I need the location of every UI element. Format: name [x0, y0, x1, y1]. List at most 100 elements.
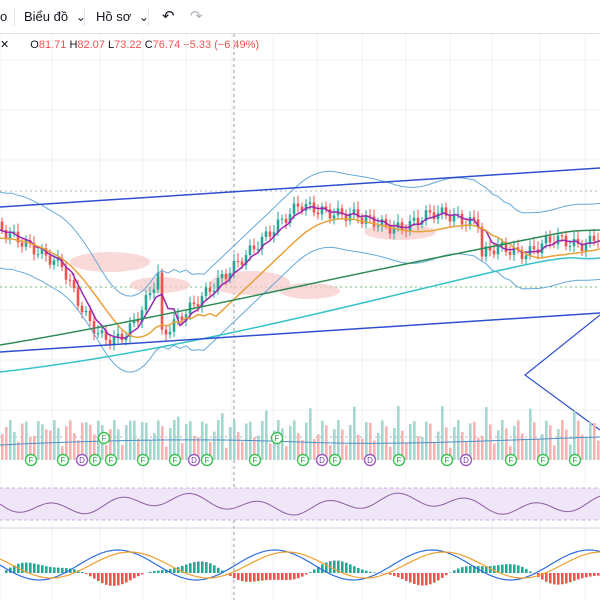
macd-histogram-bar	[421, 573, 424, 586]
macd-histogram-bar	[249, 573, 252, 582]
macd-histogram-bar	[101, 573, 104, 584]
volume-bar	[57, 428, 60, 460]
volume-bar	[473, 421, 476, 460]
macd-histogram-bar	[497, 565, 500, 573]
macd-histogram-bar	[529, 571, 532, 573]
macd-histogram-bar	[241, 573, 244, 582]
macd-histogram-bar	[321, 564, 324, 573]
candle-body	[544, 236, 548, 244]
candle-body	[512, 247, 516, 255]
toolbar-divider	[148, 8, 149, 26]
macd-histogram-bar	[589, 573, 592, 577]
close-value: 76.74	[152, 39, 181, 51]
event-marker-label: F	[445, 456, 450, 465]
redo-icon[interactable]: ↷	[190, 8, 203, 25]
channel-upper-line	[0, 167, 600, 208]
macd-histogram-bar	[73, 569, 76, 573]
volume-bar	[145, 422, 148, 460]
candle-body	[412, 217, 416, 221]
chevron-down-icon: ⌄	[138, 10, 149, 24]
candle-body	[276, 219, 280, 233]
event-marker-label: F	[573, 456, 578, 465]
candle-body	[172, 319, 176, 332]
ma-mid-line	[0, 218, 600, 339]
volume-bar	[289, 425, 292, 460]
volume-bar	[333, 429, 336, 460]
volume-bar	[389, 446, 392, 460]
macd-histogram-bar	[461, 567, 464, 573]
macd-histogram-bar	[397, 573, 400, 578]
volume-bar	[77, 440, 80, 460]
volume-bar	[177, 416, 180, 460]
macd-signal-line	[0, 551, 600, 579]
macd-histogram-bar	[193, 562, 196, 573]
ma-200-line	[0, 257, 600, 373]
candle-body	[140, 310, 144, 323]
candle-body	[0, 221, 4, 230]
volume-bar	[373, 440, 376, 460]
event-marker-F	[392, 453, 406, 467]
macd-histogram-bar	[65, 568, 68, 573]
candle-body	[380, 219, 384, 226]
macd-histogram-bar	[37, 564, 40, 573]
macd-histogram-bar	[21, 562, 24, 573]
volume-bar	[61, 446, 64, 460]
macd-histogram-bar	[129, 573, 132, 581]
volume-bar	[585, 438, 588, 460]
macd-histogram-bar	[369, 571, 372, 573]
candle-body	[84, 310, 88, 313]
candle-body	[12, 231, 16, 234]
macd-histogram-bar	[113, 573, 116, 586]
candle-body	[68, 279, 72, 281]
macd-histogram-bar	[109, 573, 112, 586]
macd-histogram-bar	[425, 573, 428, 586]
macd-histogram-bar	[165, 569, 168, 573]
macd-histogram-bar	[345, 562, 348, 573]
macd-histogram-bar	[433, 573, 436, 583]
undo-icon[interactable]: ↶	[162, 8, 175, 25]
candle-body	[56, 257, 60, 261]
event-marker-F	[136, 453, 150, 467]
price-chart[interactable]: F F F F F F F F F F F F F F FD D D D DF F	[0, 34, 600, 600]
macd-histogram-bar	[541, 573, 544, 580]
candle-body	[100, 330, 104, 334]
volume-bar	[213, 431, 216, 460]
macd-histogram-bar	[465, 566, 468, 573]
volume-bar	[149, 440, 152, 460]
event-marker-label: D	[319, 456, 325, 465]
macd-histogram-bar	[325, 562, 328, 573]
volume-bar	[353, 406, 356, 460]
volume-bar	[309, 408, 312, 460]
toolbar-item-partial[interactable]: o	[0, 9, 8, 24]
open-key: O	[30, 39, 39, 51]
event-marker-D	[315, 453, 329, 467]
candle-body	[224, 273, 228, 280]
macd-histogram-bar	[593, 573, 596, 577]
close-key: C	[144, 39, 153, 51]
volume-bar	[29, 437, 32, 460]
volume-bar	[573, 410, 576, 460]
candle-body	[76, 288, 80, 306]
event-marker-label: D	[191, 456, 197, 465]
volume-bar	[529, 408, 532, 460]
volume-bar	[593, 422, 596, 460]
macd-line	[0, 549, 600, 581]
macd-histogram-bar	[181, 565, 184, 573]
macd-histogram-bar	[525, 568, 528, 573]
candle-body	[116, 333, 120, 338]
candle-body	[128, 323, 132, 337]
candle-body	[504, 242, 508, 253]
volume-bar	[453, 426, 456, 460]
bollinger-upper	[0, 170, 600, 297]
volume-bar	[477, 437, 480, 460]
candle-body	[196, 304, 200, 307]
macd-histogram-bar	[505, 564, 508, 573]
candle-body	[560, 235, 564, 237]
volume-bar	[53, 420, 56, 460]
volume-bar	[161, 426, 164, 460]
candle-body	[372, 216, 376, 227]
profile-menu-button[interactable]: Hồ sơ ⌄	[96, 9, 149, 24]
macd-histogram-bar	[81, 571, 84, 573]
chart-menu-button[interactable]: Biểu đồ ⌄	[24, 9, 86, 24]
close-icon[interactable]: ✕	[0, 39, 10, 51]
